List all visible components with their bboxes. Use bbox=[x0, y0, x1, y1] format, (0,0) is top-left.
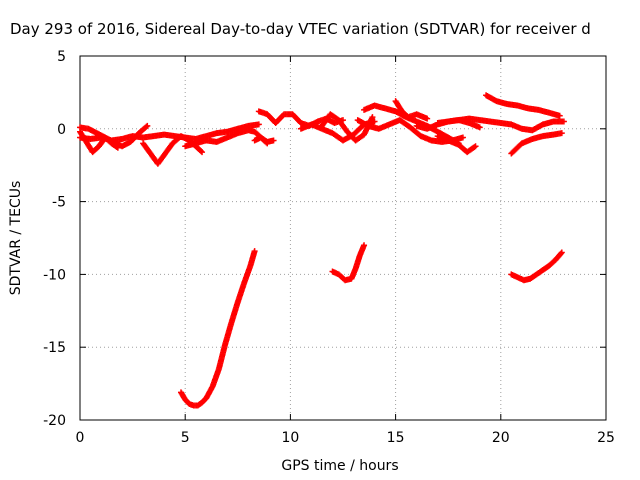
y-axis-label: SDTVAR / TECUs bbox=[8, 181, 24, 296]
data-point bbox=[199, 149, 206, 156]
data-point bbox=[556, 112, 563, 119]
data-point bbox=[144, 122, 151, 129]
x-tick-label: 5 bbox=[181, 430, 190, 446]
x-tick-label: 0 bbox=[76, 430, 85, 446]
data-point bbox=[369, 114, 376, 121]
data-point bbox=[255, 121, 262, 128]
x-tick-label: 25 bbox=[597, 430, 615, 446]
data-point bbox=[476, 124, 483, 131]
data-point bbox=[197, 148, 204, 155]
data-point bbox=[270, 137, 277, 144]
x-tick-label: 15 bbox=[387, 430, 405, 446]
y-tick-label: -15 bbox=[43, 340, 66, 356]
data-point bbox=[560, 118, 567, 125]
y-tick-label: -20 bbox=[43, 413, 66, 429]
y-tick-label: 0 bbox=[57, 122, 66, 138]
axis-ticks: 0 5 10 15 20 25 -20 -15 -10 -5 0 5 bbox=[43, 49, 615, 446]
y-tick-label: -5 bbox=[52, 195, 66, 211]
data-point bbox=[557, 250, 564, 257]
y-tick-label: 5 bbox=[57, 49, 66, 65]
data-point bbox=[361, 242, 368, 249]
chart-title: Day 293 of 2016, Sidereal Day-to-day VTE… bbox=[10, 20, 591, 38]
x-tick-label: 10 bbox=[281, 430, 299, 446]
data-point bbox=[558, 249, 565, 256]
data-point bbox=[251, 248, 258, 255]
plot-frame bbox=[79, 55, 607, 421]
data-point bbox=[424, 115, 431, 122]
data-point bbox=[459, 134, 466, 141]
data-points bbox=[77, 92, 567, 409]
x-tick-label: 20 bbox=[492, 430, 510, 446]
y-tick-label: -10 bbox=[43, 267, 66, 283]
data-point bbox=[471, 144, 478, 151]
data-point bbox=[143, 123, 150, 130]
data-point bbox=[472, 143, 479, 150]
data-point bbox=[558, 130, 565, 137]
x-axis-label: GPS time / hours bbox=[281, 458, 398, 474]
